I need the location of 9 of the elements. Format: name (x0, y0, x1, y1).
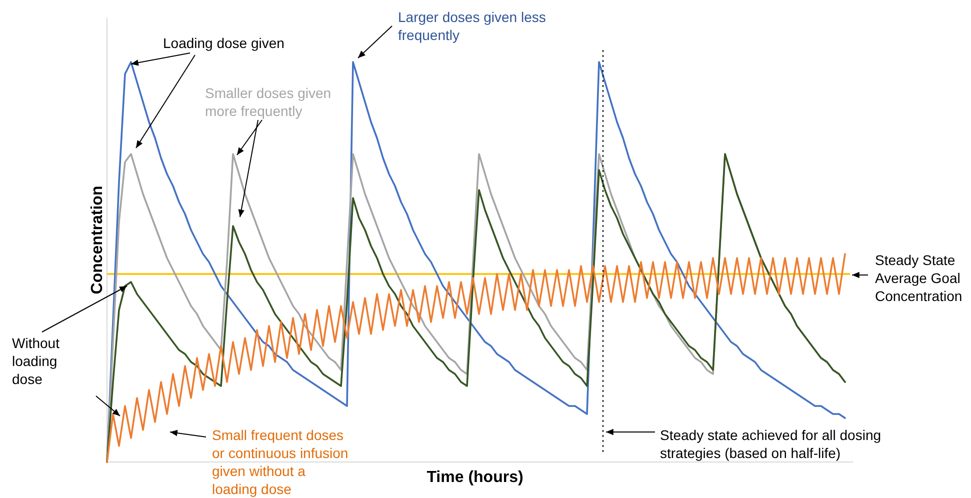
annotation: Steady state achieved for all dosing strategies (based on half-life) (660, 427, 882, 461)
annotation: Small frequent doses or continuous infusion given without a loading dose (212, 427, 348, 497)
text: Without loading dose (12, 335, 60, 387)
ref-line-label: Steady State Average Goal Concentration (875, 252, 962, 304)
annotation: Smaller doses given more frequently (205, 85, 332, 119)
text: Loading dose given (163, 35, 284, 51)
text: Larger doses given less frequently (398, 9, 546, 43)
y-axis-title: Concentration (89, 186, 106, 294)
x-axis-title: Time (hours) (426, 469, 524, 486)
